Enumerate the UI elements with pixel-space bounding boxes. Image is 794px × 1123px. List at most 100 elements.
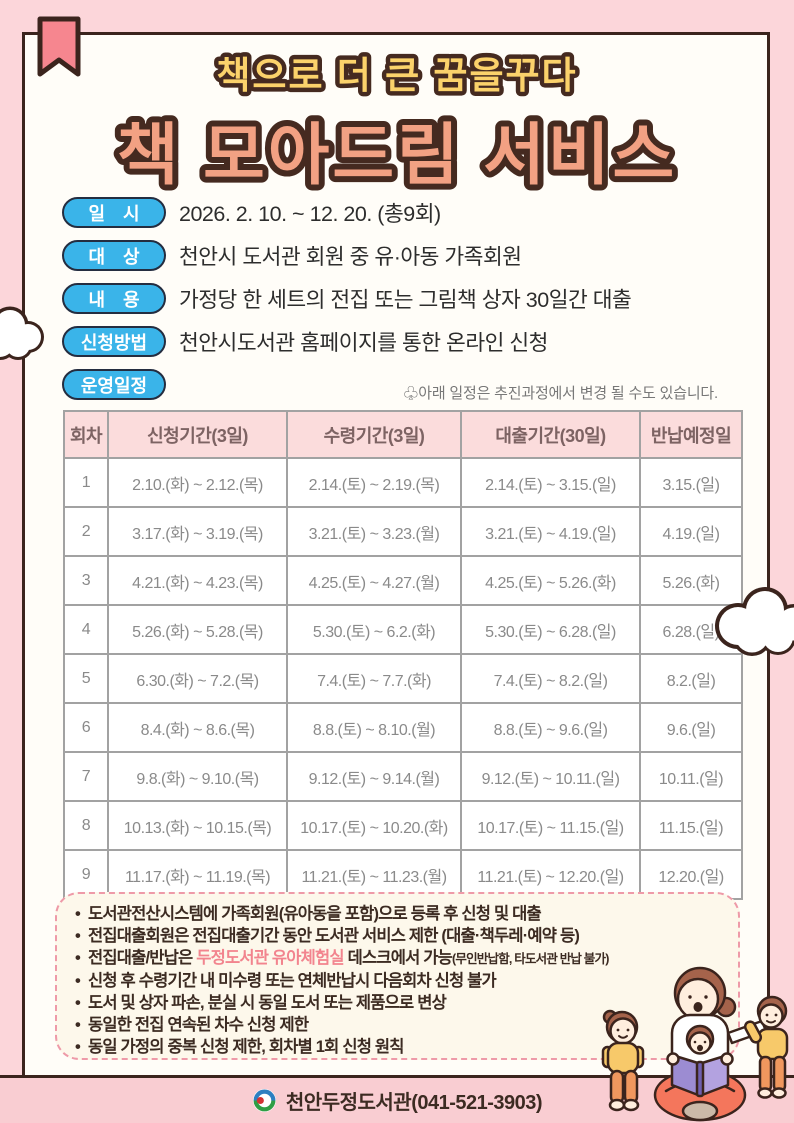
table-cell: 4.19.(일) <box>639 506 743 557</box>
family-illustration <box>601 966 789 1122</box>
table-cell: 4.25.(토) ~ 5.26.(화) <box>460 555 641 606</box>
table-cell: 9.8.(화) ~ 9.10.(목) <box>107 751 288 802</box>
table-cell: 2.10.(화) ~ 2.12.(목) <box>107 457 288 508</box>
note-text: 전집대출/반납은 <box>87 949 197 967</box>
note-item: 동일 가정의 중복 신청 제한, 회차별 1회 신청 원칙 <box>75 1036 728 1058</box>
highlighted-location: 두정도서관 유아체험실 <box>196 949 344 967</box>
note-text: 도서관전산시스템에 가족회원(유아동을 포함)으로 등록 후 신청 및 대출 <box>87 905 542 923</box>
table-cell: 10.17.(토) ~ 10.20.(화) <box>286 800 462 851</box>
table-cell: 3.21.(토) ~ 4.19.(일) <box>460 506 641 557</box>
info-row-date: 일 시 2026. 2. 10. ~ 12. 20. (총9회) <box>62 197 742 228</box>
info-row-schedule: 운영일정 <box>62 369 742 400</box>
table-row: 5 6.30.(화) ~ 7.2.(목) 7.4.(토) ~ 7.7.(화) 7.4.… <box>63 653 743 704</box>
table-cell: 5.30.(토) ~ 6.2.(화) <box>286 604 462 655</box>
note-item: 전집대출회원은 전집대출기간 동안 도서관 서비스 제한 (대출·책두레·예약 … <box>75 925 728 947</box>
info-row-content: 내 용 가정당 한 세트의 전집 또는 그림책 상자 30일간 대출 <box>62 283 742 314</box>
table-cell: 2.14.(토) ~ 3.15.(일) <box>460 457 641 508</box>
schedule-table-head: 회차 신청기간(3일) 수령기간(3일) 대출기간(30일) 반납예정일 <box>63 410 743 459</box>
table-cell: 11.21.(토) ~ 12.20.(일) <box>460 849 641 900</box>
table-cell: 3.17.(화) ~ 3.19.(목) <box>107 506 288 557</box>
table-cell: 5.26.(화) ~ 5.28.(목) <box>107 604 288 655</box>
table-cell: 3 <box>63 555 109 606</box>
table-header-cell: 반납예정일 <box>639 410 743 459</box>
note-text: 신청 후 수령기간 내 미수령 또는 연체반납시 다음회차 신청 불가 <box>87 972 497 990</box>
note-text: 동일한 전집 연속된 차수 신청 제한 <box>87 1016 309 1034</box>
table-cell: 6 <box>63 702 109 753</box>
table-cell: 10.17.(토) ~ 11.15.(일) <box>460 800 641 851</box>
info-text: 가정당 한 세트의 전집 또는 그림책 상자 30일간 대출 <box>179 288 632 312</box>
info-row-apply-method: 신청방법 천안시도서관 홈페이지를 통한 온라인 신청 <box>62 326 742 357</box>
note-text: 데스크에서 가능 <box>343 949 453 967</box>
schedule-change-note: ♧아래 일정은 추진과정에서 변경 될 수도 있습니다. <box>403 385 718 402</box>
table-cell: 5 <box>63 653 109 704</box>
table-cell: 8.4.(화) ~ 8.6.(목) <box>107 702 288 753</box>
table-cell: 10.11.(일) <box>639 751 743 802</box>
table-header-row: 회차 신청기간(3일) 수령기간(3일) 대출기간(30일) 반납예정일 <box>63 410 743 459</box>
cloud-left-icon <box>0 306 44 360</box>
info-section: 일 시 2026. 2. 10. ~ 12. 20. (총9회) 대 상 천안시 도서… <box>62 197 742 400</box>
table-row: 4 5.26.(화) ~ 5.28.(목) 5.30.(토) ~ 6.2.(화) 5.… <box>63 604 743 655</box>
table-cell: 3.21.(토) ~ 3.23.(월) <box>286 506 462 557</box>
info-text: 천안시 도서관 회원 중 유·아동 가족회원 <box>179 245 522 269</box>
table-cell: 8.8.(토) ~ 8.10.(월) <box>286 702 462 753</box>
table-cell: 2.14.(토) ~ 2.19.(목) <box>286 457 462 508</box>
table-cell: 1 <box>63 457 109 508</box>
table-row: 3 4.21.(화) ~ 4.23.(목) 4.25.(토) ~ 4.27.(월) 4… <box>63 555 743 606</box>
note-item: 전집대출/반납은 두정도서관 유아체험실 데스크에서 가능(무인반납함, 타도서… <box>75 947 728 970</box>
table-cell: 10.13.(화) ~ 10.15.(목) <box>107 800 288 851</box>
library-name: 천안두정도서관(041-521-3903) <box>285 1092 543 1114</box>
table-header-cell: 대출기간(30일) <box>460 410 641 459</box>
table-row: 6 8.4.(화) ~ 8.6.(목) 8.8.(토) ~ 8.10.(월) 8.8.… <box>63 702 743 753</box>
info-label-pill: 대 상 <box>62 240 166 271</box>
table-header-cell: 수령기간(3일) <box>286 410 462 459</box>
note-item: 도서관전산시스템에 가족회원(유아동을 포함)으로 등록 후 신청 및 대출 <box>75 903 728 925</box>
table-cell: 7 <box>63 751 109 802</box>
note-text: (무인반납함, 타도서관 반납 불가) <box>452 952 609 966</box>
table-cell: 8.2.(일) <box>639 653 743 704</box>
table-cell: 9.12.(토) ~ 10.11.(일) <box>460 751 641 802</box>
table-cell: 3.15.(일) <box>639 457 743 508</box>
table-header-cell: 회차 <box>63 410 109 459</box>
table-cell: 11.15.(일) <box>639 800 743 851</box>
info-label-pill: 내 용 <box>62 283 166 314</box>
notes-list: 도서관전산시스템에 가족회원(유아동을 포함)으로 등록 후 신청 및 대출전집… <box>75 903 728 1058</box>
info-row-target: 대 상 천안시 도서관 회원 중 유·아동 가족회원 <box>62 240 742 271</box>
note-text: 동일 가정의 중복 신청 제한, 회차별 1회 신청 원칙 <box>87 1038 404 1056</box>
note-item: 동일한 전집 연속된 차수 신청 제한 <box>75 1014 728 1036</box>
title-block: 책으로 더 큰 꿈을꾸다 책 모아드림 서비스 <box>111 51 680 199</box>
page-title: 책 모아드림 서비스 <box>117 118 677 193</box>
table-cell: 5.26.(화) <box>639 555 743 606</box>
table-cell: 4 <box>63 604 109 655</box>
note-text: 도서 및 상자 파손, 분실 시 동일 도서 또는 제품으로 변상 <box>87 994 447 1012</box>
note-text: 전집대출회원은 전집대출기간 동안 도서관 서비스 제한 (대출·책두레·예약 … <box>87 927 580 945</box>
table-cell: 5.30.(토) ~ 6.28.(일) <box>460 604 641 655</box>
table-cell: 9.6.(일) <box>639 702 743 753</box>
info-text: 천안시도서관 홈페이지를 통한 온라인 신청 <box>179 331 548 355</box>
table-row: 1 2.10.(화) ~ 2.12.(목) 2.14.(토) ~ 2.19.(목) 2… <box>63 457 743 508</box>
table-cell: 4.25.(토) ~ 4.27.(월) <box>286 555 462 606</box>
schedule-table: 회차 신청기간(3일) 수령기간(3일) 대출기간(30일) 반납예정일 1 2.10.(… <box>63 410 743 900</box>
table-cell: 2 <box>63 506 109 557</box>
info-label-pill: 운영일정 <box>62 369 166 400</box>
info-text: 2026. 2. 10. ~ 12. 20. (총9회) <box>179 202 441 226</box>
note-item: 도서 및 상자 파손, 분실 시 동일 도서 또는 제품으로 변상 <box>75 992 728 1014</box>
library-logo-icon <box>252 1089 276 1112</box>
table-header-cell: 신청기간(3일) <box>107 410 288 459</box>
table-row: 2 3.17.(화) ~ 3.19.(목) 3.21.(토) ~ 3.23.(월) 3… <box>63 506 743 557</box>
table-cell: 9 <box>63 849 109 900</box>
poster-subtitle: 책으로 더 큰 꿈을꾸다 <box>216 55 577 96</box>
table-cell: 8 <box>63 800 109 851</box>
table-cell: 7.4.(토) ~ 7.7.(화) <box>286 653 462 704</box>
table-cell: 7.4.(토) ~ 8.2.(일) <box>460 653 641 704</box>
table-cell: 4.21.(화) ~ 4.23.(목) <box>107 555 288 606</box>
note-item: 신청 후 수령기간 내 미수령 또는 연체반납시 다음회차 신청 불가 <box>75 970 728 992</box>
table-row: 8 10.13.(화) ~ 10.15.(목) 10.17.(토) ~ 10.20.… <box>63 800 743 851</box>
bookmark-icon <box>37 16 81 77</box>
table-cell: 11.21.(토) ~ 11.23.(월) <box>286 849 462 900</box>
schedule-table-body: 1 2.10.(화) ~ 2.12.(목) 2.14.(토) ~ 2.19.(목) 2… <box>63 457 743 900</box>
table-cell: 8.8.(토) ~ 9.6.(일) <box>460 702 641 753</box>
cloud-right-icon <box>715 587 794 656</box>
table-cell: 9.12.(토) ~ 9.14.(월) <box>286 751 462 802</box>
info-label-pill: 신청방법 <box>62 326 166 357</box>
